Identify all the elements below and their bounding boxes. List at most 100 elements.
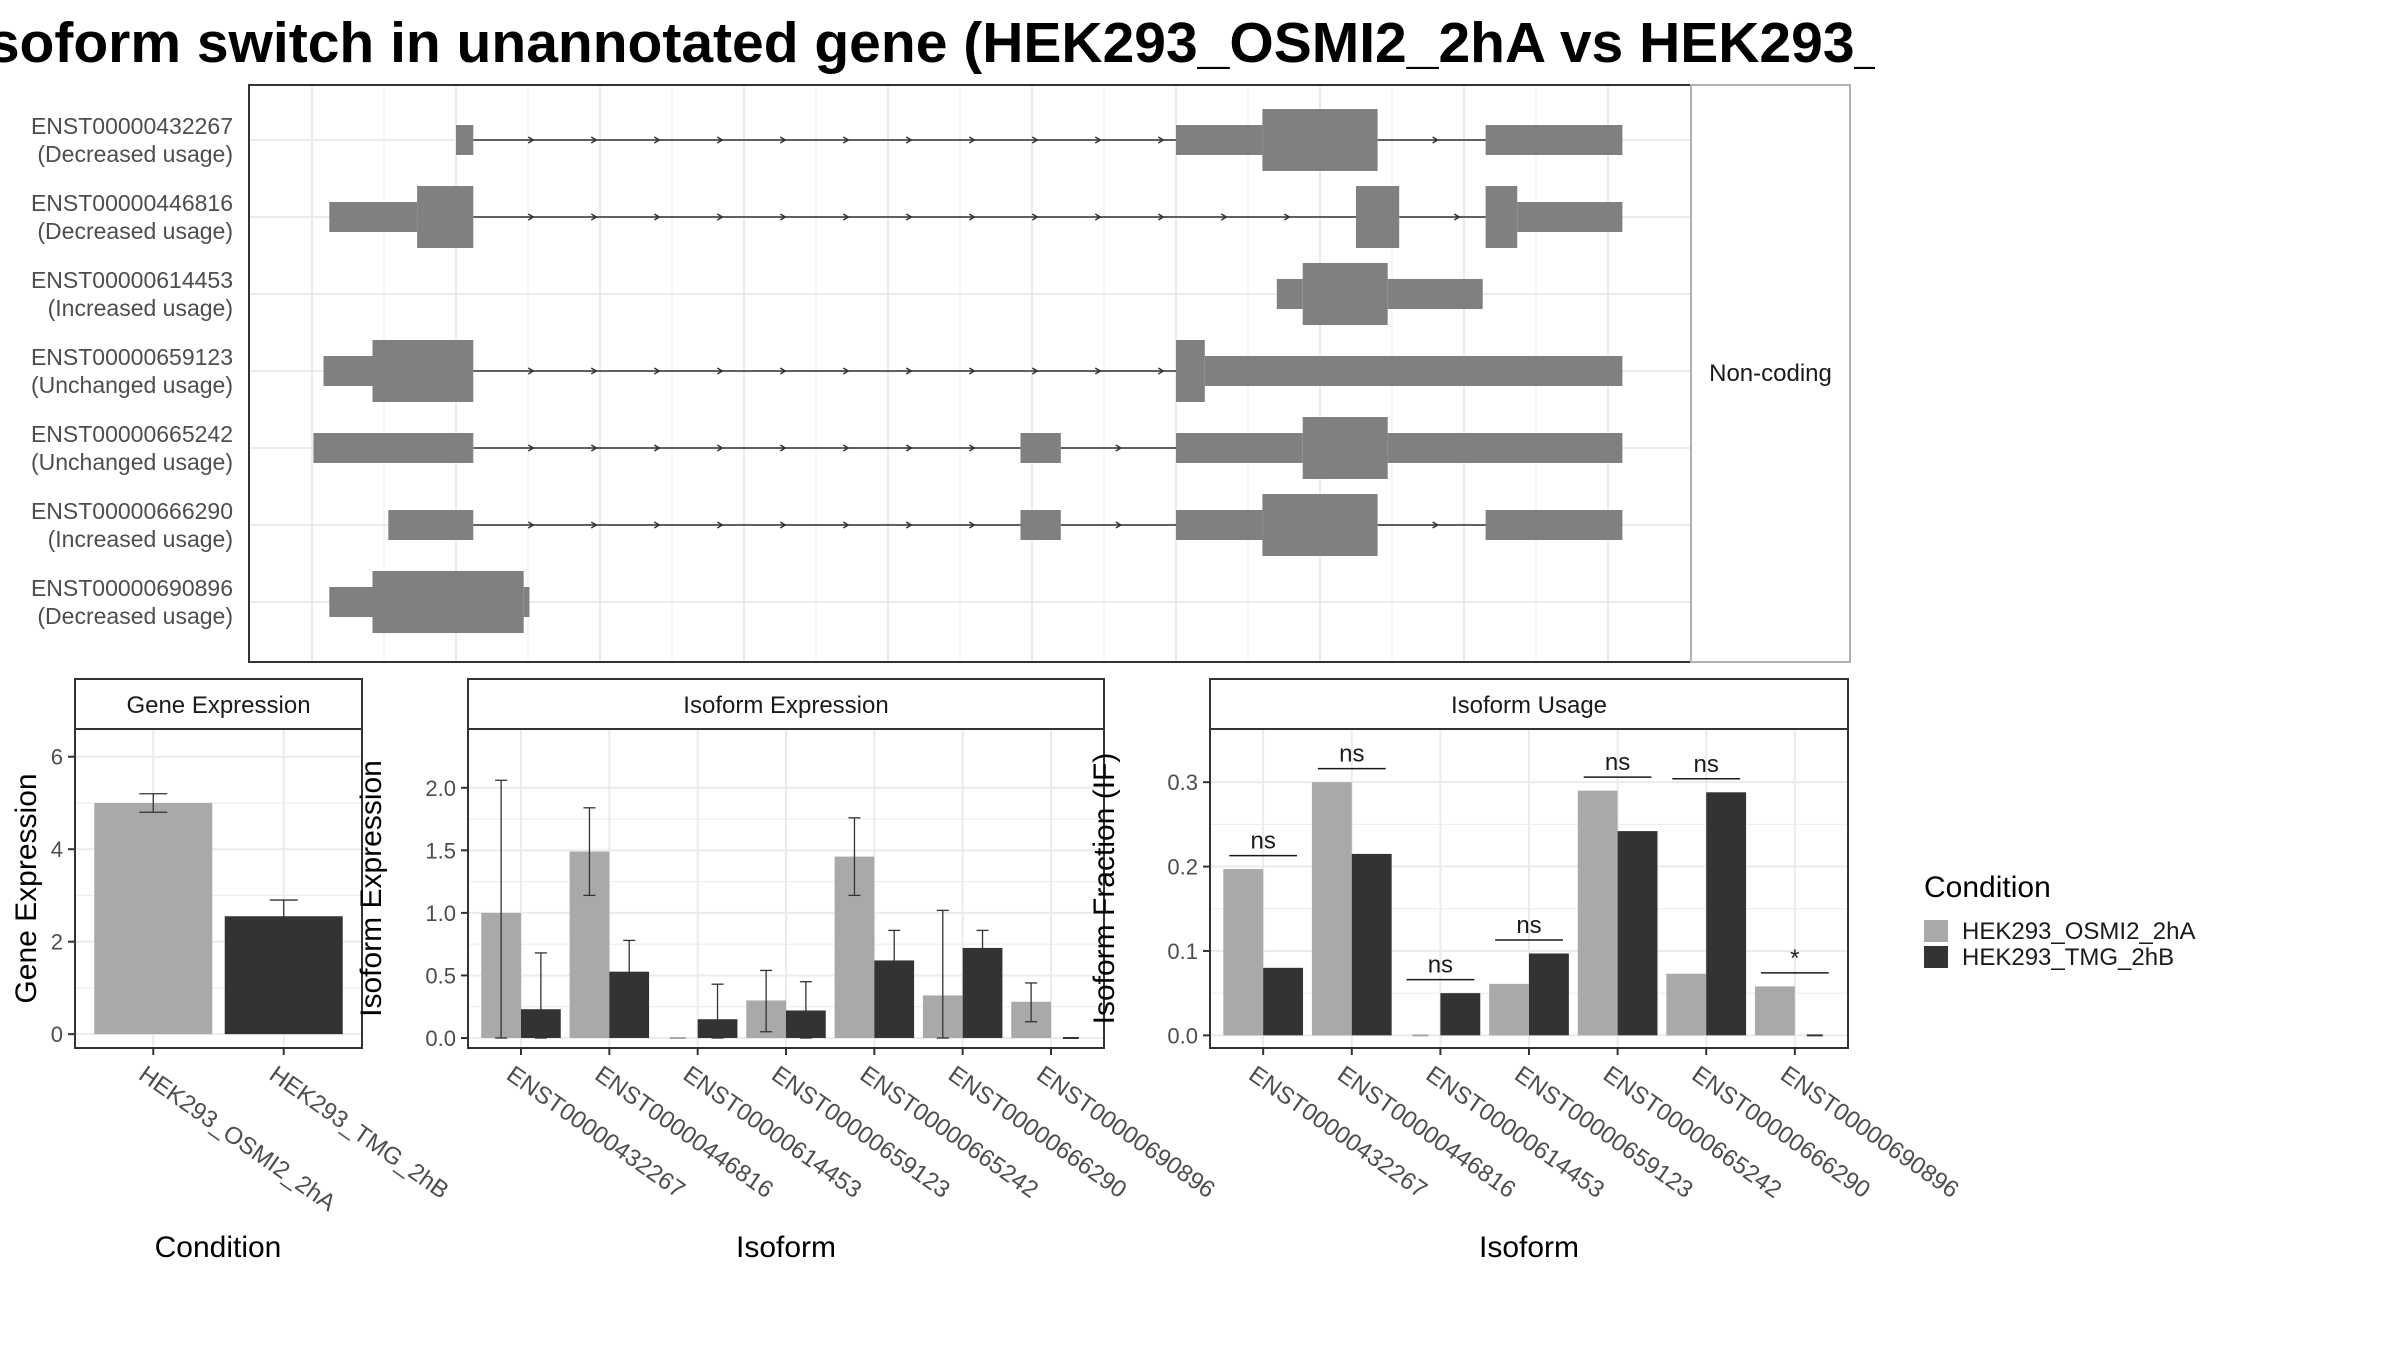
exon-utr [1276,279,1303,309]
intron-arrow [527,136,535,144]
intron-arrow [653,444,661,452]
intron-arrow [905,136,913,144]
panel-strip-label: Isoform Usage [1451,692,1607,719]
intron-arrow [590,136,598,144]
intron-arrow [653,367,661,375]
intron-arrow [1220,213,1228,221]
transcript-ENST00000446816 [329,186,1623,248]
exon-cds [372,340,474,402]
intron-arrow [779,213,787,221]
y-axis-label: Isoform Expression [355,760,388,1017]
transcript-ENST00000665242 [313,417,1623,479]
exon-cds [1262,494,1378,556]
transcript-structure-panel: ENST00000432267 (Decreased usage)ENST0000… [31,84,1851,663]
transcript-label: ENST00000690896 (Decreased usage) [31,575,233,629]
intron-arrow [905,367,913,375]
bar-HEK293_OSMI2_2hA-ENST00000665242 [1577,790,1618,1036]
facet-label: Non-coding [1709,360,1832,387]
exon-utr [1485,125,1623,155]
transcript-id: ENST00000690896 [31,575,233,601]
intron-arrow [905,444,913,452]
transcript-id: ENST00000659123 [31,344,233,370]
panel-strip [1209,678,1849,730]
intron-arrow [590,213,598,221]
transcript-ENST00000666290 [388,494,1623,556]
exon-utr [1020,510,1061,540]
intron-arrow [779,367,787,375]
y-tick-label: 0.5 [425,963,456,988]
intron-arrow [1094,367,1102,375]
significance-label: * [1790,945,1799,972]
exon-utr [1176,510,1263,540]
transcript-label: ENST00000666290 (Increased usage) [31,498,233,552]
exon-cds [417,186,474,248]
intron-arrow [968,213,976,221]
y-tick-label: 2 [51,930,63,955]
intron-arrow [716,367,724,375]
y-tick-label: 2.0 [425,776,456,801]
exon-cds [1356,186,1400,248]
chart-title-container: Isoform switch in unannotated gene (HEK2… [0,6,1875,86]
exon-utr [1387,279,1483,309]
y-tick-label: 0.0 [425,1026,456,1051]
transcript-label: ENST00000614453 (Increased usage) [31,267,233,321]
transcript-ENST00000659123 [323,340,1623,402]
intron-arrow [779,444,787,452]
transcript-usage: (Increased usage) [48,295,233,321]
intron-arrow [1157,136,1165,144]
intron-arrow [1031,367,1039,375]
transcript-label: ENST00000432267 (Decreased usage) [31,113,233,167]
intron-arrow [716,444,724,452]
intron-arrow [653,213,661,221]
exon-utr [1485,510,1623,540]
transcript-id: ENST00000432267 [31,113,233,139]
transcript-usage: (Decreased usage) [37,603,233,629]
exon-utr [329,202,418,232]
significance-label: ns [1339,741,1364,768]
intron-arrow [527,521,535,529]
exon-cds [1302,263,1388,325]
intron-arrow [842,444,850,452]
bar-HEK293_OSMI2_2hA-ENST00000659123 [1489,983,1529,1036]
intron-arrow [905,213,913,221]
bar-HEK293_TMG_2hB-ENST00000665242 [1617,831,1658,1036]
isoform-usage-panel: ns ns ns ns ns ns * Isoform Usage 0.0 0.1 0.2 0.3 Is… [1088,678,1964,1264]
transcript-label: ENST00000665242 (Unchanged usage) [31,421,233,475]
facet-strip [1690,84,1851,663]
y-tick-label: 0.2 [1167,855,1198,880]
legend-swatch [1924,920,1948,942]
intron-arrow [1432,136,1440,144]
transcript-label: ENST00000659123 (Unchanged usage) [31,344,233,398]
legend-item-label: HEK293_TMG_2hB [1962,944,2174,971]
intron-arrow [1432,521,1440,529]
y-tick-label: 0 [51,1022,63,1047]
intron-arrow [1094,136,1102,144]
bar-HEK293_TMG_2hB [224,916,343,1035]
exon-utr [323,356,373,386]
intron-arrow [590,367,598,375]
exon-utr [1176,433,1303,463]
intron-arrow [842,213,850,221]
bar-HEK293_OSMI2_2hA-ENST00000666290 [1666,973,1707,1036]
transcript-label: ENST00000446816 (Decreased usage) [31,190,233,244]
y-tick-label: 4 [51,837,63,862]
exon-cds [1176,340,1205,402]
exon-utr [313,433,474,463]
intron-arrow [1031,136,1039,144]
intron-arrow [968,367,976,375]
intron-arrow [1115,444,1123,452]
exon-cds [1485,186,1518,248]
intron-arrow [905,521,913,529]
y-tick-label: 6 [51,745,63,770]
y-tick-label: 0.0 [1167,1023,1198,1048]
intron-arrow [1115,521,1123,529]
y-tick-label: 1.5 [425,838,456,863]
exon-utr [329,587,373,617]
y-axis-label: Isoform Fraction (IF) [1088,753,1121,1025]
transcript-usage: (Decreased usage) [37,218,233,244]
significance-label: ns [1516,912,1541,939]
transcript-ENST00000432267 [456,109,1623,171]
bar-HEK293_TMG_2hB-ENST00000432267 [1263,967,1304,1036]
